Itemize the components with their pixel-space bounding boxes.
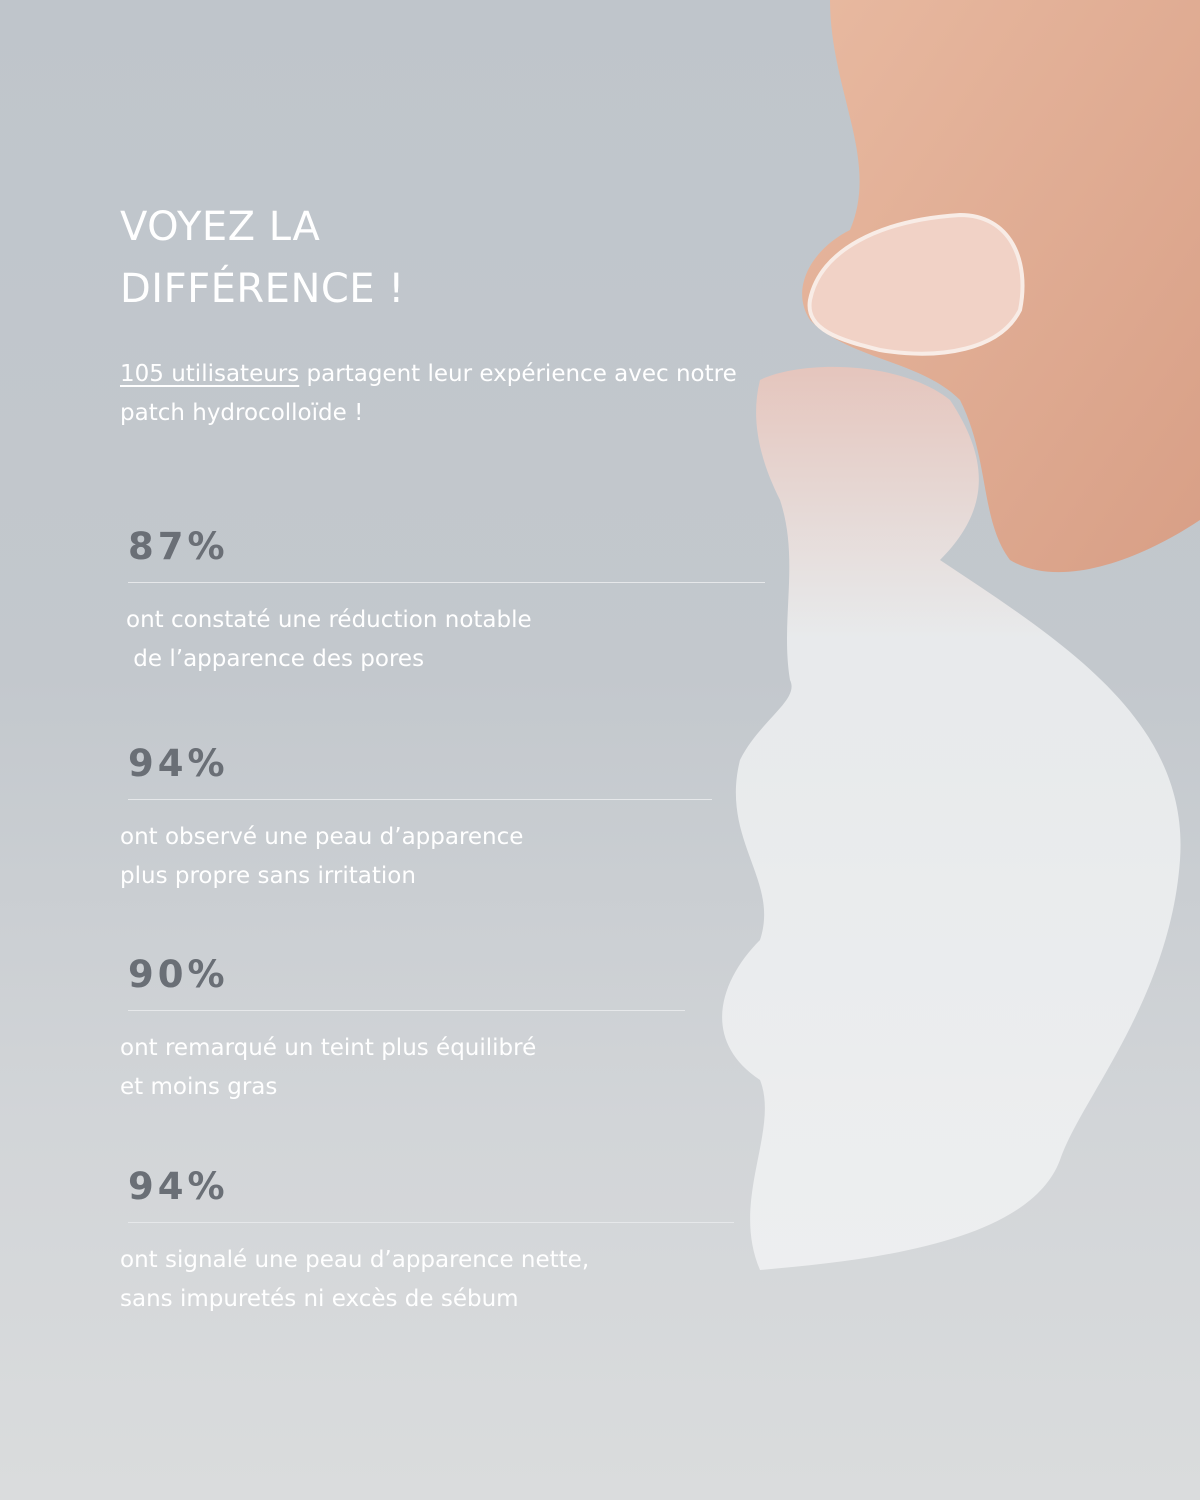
intro-body: partagent leur expérience avec notre pat… <box>120 361 737 426</box>
divider <box>128 1010 685 1011</box>
users-link[interactable]: 105 utilisateurs <box>120 361 300 387</box>
stat-1: 87% ont constaté une réduction notable d… <box>120 525 765 679</box>
stat-description: ont remarqué un teint plus équilibré et … <box>120 1035 537 1100</box>
divider <box>128 1222 734 1223</box>
hydrocolloid-patch <box>722 366 1181 1270</box>
headline-line2: DIFFÉRENCE ! <box>120 266 405 312</box>
stat-percent: 87% <box>128 525 229 568</box>
divider <box>128 582 765 583</box>
stat-percent: 94% <box>128 1165 229 1208</box>
stat-description: ont observé une peau d’apparence plus pr… <box>120 824 524 889</box>
stat-percent: 94% <box>128 742 229 785</box>
headline-line1: VOYEZ LA <box>120 204 321 250</box>
stat-description: ont signalé une peau d’apparence nette, … <box>120 1247 590 1312</box>
stat-3: 90% ont remarqué un teint plus équilibré… <box>120 953 685 1107</box>
stat-percent: 90% <box>128 953 229 996</box>
divider <box>128 799 712 800</box>
fingernail <box>807 212 1025 356</box>
stat-4: 94% ont signalé une peau d’apparence net… <box>120 1165 734 1319</box>
stat-description: ont constaté une réduction notable de l’… <box>126 607 532 672</box>
intro-text: 105 utilisateurs partagent leur expérien… <box>120 355 780 433</box>
stat-2: 94% ont observé une peau d’apparence plu… <box>120 742 712 896</box>
headline: VOYEZ LA DIFFÉRENCE ! <box>120 196 405 320</box>
